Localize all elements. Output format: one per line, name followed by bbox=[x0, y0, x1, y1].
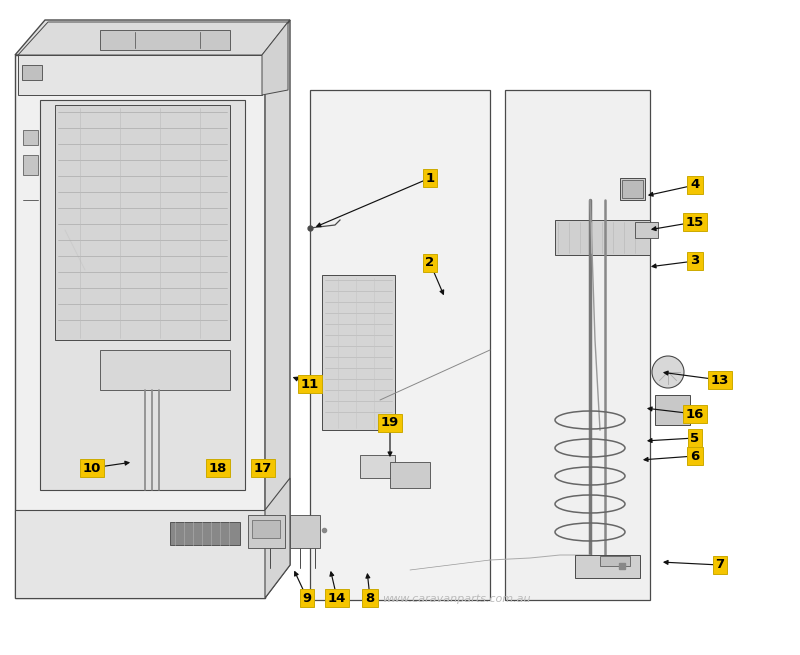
Polygon shape bbox=[40, 100, 245, 490]
Polygon shape bbox=[390, 462, 430, 488]
Text: 8: 8 bbox=[366, 591, 374, 605]
Polygon shape bbox=[290, 515, 320, 548]
Polygon shape bbox=[23, 155, 38, 175]
Polygon shape bbox=[262, 22, 288, 95]
Polygon shape bbox=[15, 20, 290, 55]
Polygon shape bbox=[322, 275, 395, 430]
Polygon shape bbox=[252, 520, 280, 538]
Polygon shape bbox=[18, 22, 288, 55]
Text: 16: 16 bbox=[686, 407, 704, 421]
Text: 1: 1 bbox=[426, 172, 434, 185]
Polygon shape bbox=[18, 55, 262, 95]
Text: 19: 19 bbox=[381, 417, 399, 430]
Polygon shape bbox=[15, 510, 265, 598]
Polygon shape bbox=[15, 55, 265, 598]
Polygon shape bbox=[100, 350, 230, 390]
Text: 4: 4 bbox=[690, 179, 700, 191]
Text: 6: 6 bbox=[690, 449, 700, 462]
Text: 17: 17 bbox=[254, 462, 272, 474]
Text: 15: 15 bbox=[686, 215, 704, 229]
Text: 9: 9 bbox=[302, 591, 311, 605]
Text: 14: 14 bbox=[328, 591, 346, 605]
Polygon shape bbox=[22, 65, 42, 80]
Circle shape bbox=[652, 356, 684, 388]
Polygon shape bbox=[100, 30, 230, 50]
Polygon shape bbox=[622, 180, 643, 198]
Polygon shape bbox=[600, 556, 630, 566]
Polygon shape bbox=[265, 20, 290, 598]
Polygon shape bbox=[620, 178, 645, 200]
Polygon shape bbox=[575, 555, 640, 578]
Text: www.caravanparts.com.au: www.caravanparts.com.au bbox=[382, 594, 530, 605]
Polygon shape bbox=[655, 395, 690, 425]
Polygon shape bbox=[55, 105, 230, 340]
Text: 13: 13 bbox=[711, 373, 729, 386]
Polygon shape bbox=[170, 522, 240, 545]
Text: 5: 5 bbox=[690, 432, 699, 445]
Text: 10: 10 bbox=[83, 462, 101, 474]
Polygon shape bbox=[505, 90, 650, 600]
Polygon shape bbox=[23, 130, 38, 145]
Text: 7: 7 bbox=[715, 559, 725, 572]
Polygon shape bbox=[265, 478, 290, 598]
Text: 2: 2 bbox=[426, 257, 434, 269]
Polygon shape bbox=[555, 220, 650, 255]
Text: 18: 18 bbox=[209, 462, 227, 474]
Polygon shape bbox=[248, 515, 285, 548]
Polygon shape bbox=[310, 90, 490, 600]
Polygon shape bbox=[360, 455, 395, 478]
Polygon shape bbox=[635, 222, 658, 238]
Text: 3: 3 bbox=[690, 255, 700, 267]
Text: 11: 11 bbox=[301, 377, 319, 390]
